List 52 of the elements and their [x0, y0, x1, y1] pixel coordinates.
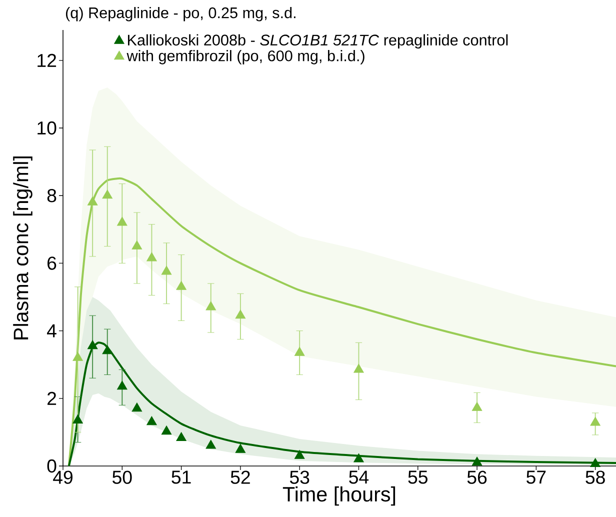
x-tick-label: 58 [586, 470, 605, 484]
x-tick-label: 49 [53, 470, 72, 484]
x-tick-label: 50 [112, 470, 132, 484]
point [72, 352, 83, 361]
point [294, 450, 305, 459]
line-series [68, 178, 616, 466]
point [354, 453, 364, 462]
point [132, 240, 142, 250]
point [161, 426, 172, 435]
point [206, 440, 216, 449]
x-tick-label: 54 [349, 470, 369, 484]
y-tick-label: 0 [47, 459, 56, 473]
point [87, 196, 98, 206]
y-tick-label: 4 [46, 324, 56, 338]
point [176, 280, 186, 290]
point [206, 301, 216, 310]
y-tick-label: 12 [38, 54, 56, 67]
point [146, 252, 157, 262]
y-axis-title: Plasma conc [ng/ml] [13, 156, 32, 340]
x-tick-label: 56 [467, 470, 487, 484]
x-axis-title: Time [hours] [282, 486, 396, 506]
legend-label: with gemfibrozil (po, 600 mg, b.i.d.) [126, 50, 364, 64]
x-tick-label: 57 [526, 470, 546, 484]
chart-title: (q) Repaglinide - po, 0.25 mg, s.d. [66, 6, 296, 22]
y-tick-label: 10 [38, 121, 56, 135]
point [472, 402, 482, 411]
point [72, 414, 83, 424]
point [161, 266, 172, 275]
x-tick-label: 55 [408, 470, 428, 484]
line-series [68, 342, 616, 466]
point [590, 416, 600, 426]
point [235, 310, 246, 319]
point [117, 216, 128, 226]
point [146, 416, 157, 426]
point [472, 456, 482, 466]
legend-label: Kalliokoski 2008b - SLCO1B1 521TC repaglinide control [128, 34, 508, 49]
point [102, 345, 112, 354]
point [294, 346, 305, 356]
point [235, 444, 246, 453]
point [176, 432, 186, 442]
y-tick-label: 2 [48, 392, 56, 405]
point [102, 190, 112, 199]
x-tick-label: 51 [172, 470, 191, 484]
point [117, 380, 128, 390]
x-tick-label: 53 [290, 470, 310, 484]
y-tick-label: 6 [48, 256, 56, 270]
point [590, 458, 600, 468]
point [132, 402, 142, 412]
point [354, 364, 364, 373]
point [87, 340, 98, 350]
y-tick-label: 8 [47, 188, 56, 202]
x-tick-label: 52 [230, 470, 250, 484]
